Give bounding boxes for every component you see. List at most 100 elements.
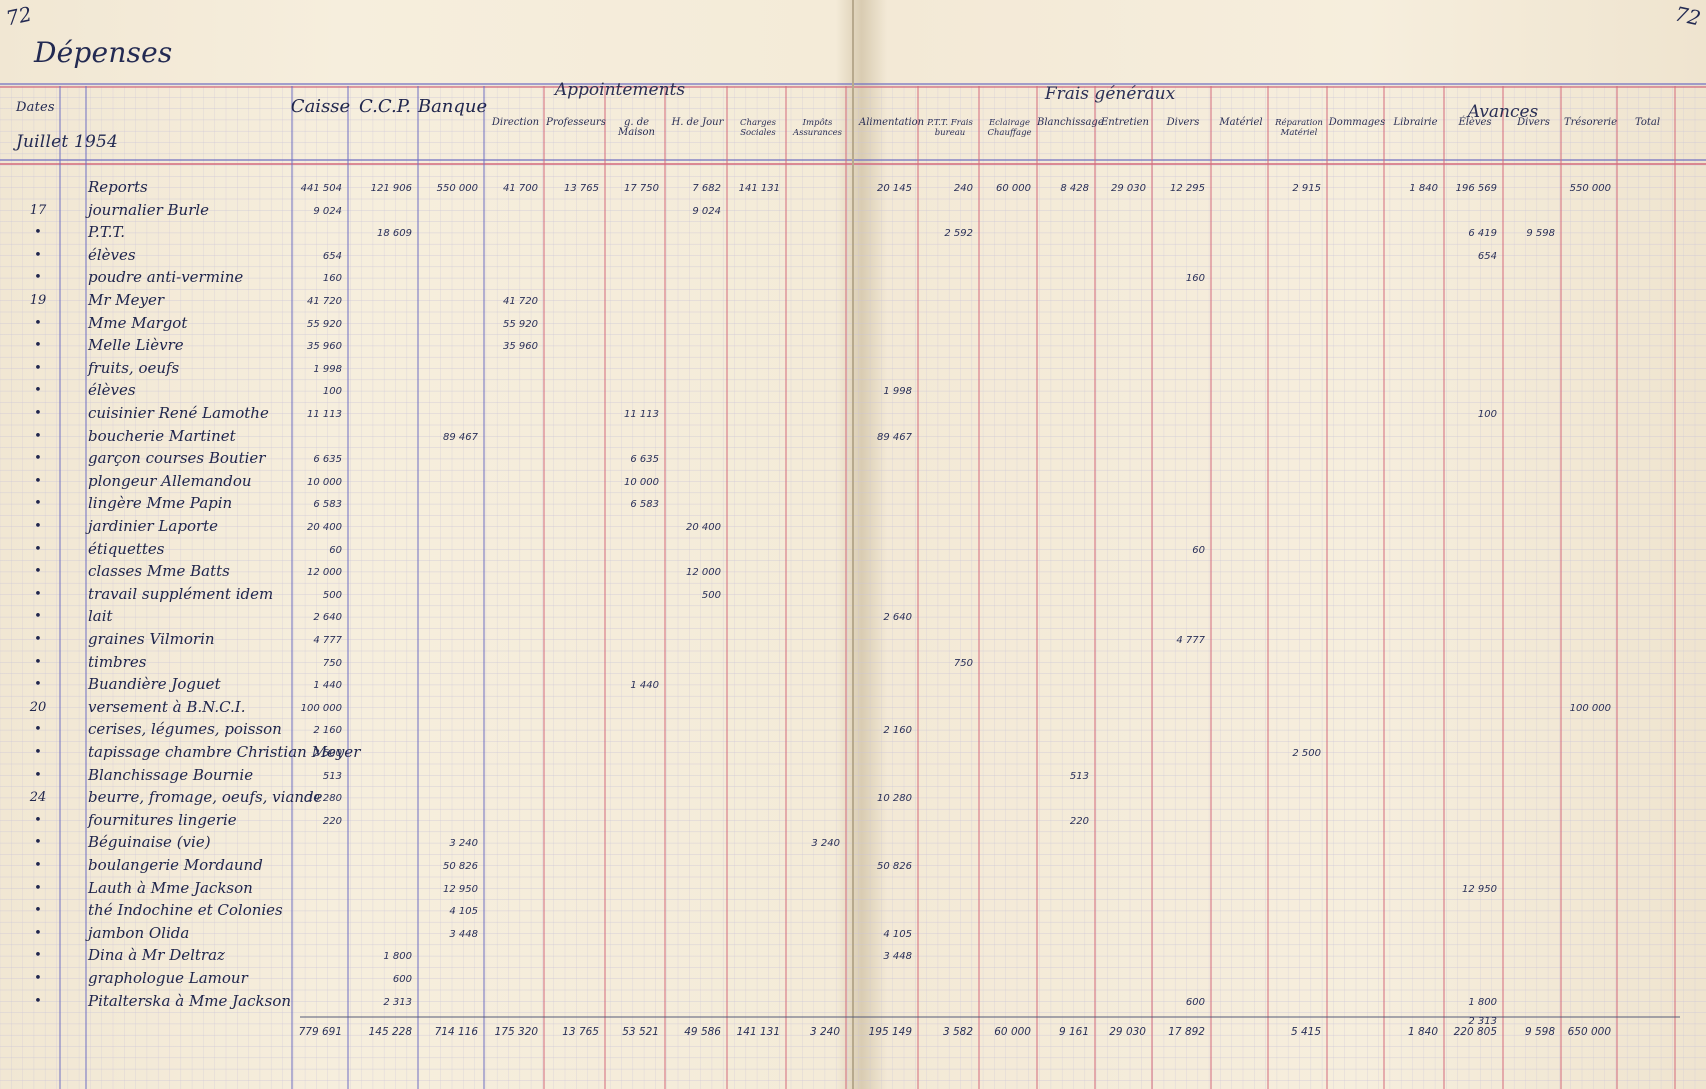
column-header-chauffage: Eclairage Chauffage [987,118,1032,138]
row-date: • [34,948,42,964]
cell-eleves: 6 419 [1468,228,1497,240]
group-header-avances: Avances [1467,102,1539,122]
row-date: • [34,270,42,286]
cell-caisse: 1 998 [313,363,342,375]
row-date: • [34,451,42,467]
row-date: • [34,586,42,602]
row-description: élèves [88,381,136,400]
row-date: • [34,722,42,738]
total-librairie: 1 840 [1407,1026,1438,1038]
total-entretien: 29 030 [1109,1026,1146,1038]
cell-banque: 12 950 [443,883,478,895]
cell-caisse: 55 920 [307,318,342,330]
cell-eleves: 12 950 [1462,883,1497,895]
page-number-right: 72 [1672,1,1704,31]
cell-caisse: 10 000 [307,476,342,488]
cell-caisse: 9 024 [313,205,342,217]
cell-banque: 550 000 [436,183,478,194]
row-date: • [34,496,42,512]
cell-gens_maison: 17 750 [624,183,659,194]
cell-blanchissage: 513 [1069,770,1089,782]
row-description: Dina à Mr Deltraz [88,946,225,965]
cell-banque: 89 467 [443,431,478,443]
cell-h_jour: 20 400 [686,522,721,533]
row-date: • [34,428,42,444]
column-header-ptt_bureau: P.T.T. Frais bureau [927,118,973,138]
cell-alimentation: 89 467 [877,431,912,443]
row-description: thé Indochine et Colonies [88,901,283,920]
row-description: cuisinier René Lamothe [88,404,269,422]
row-date: • [34,745,42,760]
total-eleves: 220 805 [1453,1026,1497,1038]
cell-caisse: 41 720 [307,296,342,307]
cell-divers: 60 [1192,544,1205,556]
cell-eleves: 2 313 [1468,1016,1497,1028]
row-description: classes Mme Batts [88,562,230,581]
month-label: Juillet 1954 [16,132,119,152]
cell-alimentation: 1 998 [883,386,912,398]
cell-caisse: 441 504 [300,183,342,194]
row-description: fruits, oeufs [88,358,180,377]
row-description: Melle Lièvre [88,336,184,355]
row-description: cerises, légumes, poisson [88,720,282,739]
row-date: • [34,880,42,896]
row-date: • [34,473,42,489]
cell-alimentation: 50 826 [877,861,912,872]
cell-blanchissage: 220 [1069,815,1089,827]
cell-caisse: 160 [322,273,342,285]
row-date: • [34,812,42,828]
row-description: versement à B.N.C.I. [88,697,246,716]
row-date: • [34,360,42,376]
column-header-total: Total [1634,117,1661,128]
total-tresorerie: 650 000 [1567,1026,1611,1038]
cell-alimentation: 20 145 [877,183,912,194]
cell-caisse: 11 113 [307,409,342,420]
column-header-librairie: Librairie [1393,117,1438,128]
row-date: 20 [29,699,47,715]
total-alimentation: 195 149 [868,1026,912,1038]
cell-gens_maison: 1 440 [630,680,659,692]
column-header-reparation: Réparation Matériel [1275,118,1323,138]
row-date: • [34,677,42,693]
cell-ptt_bureau: 240 [953,183,973,194]
cell-ptt_bureau: 2 592 [944,228,973,240]
row-description: poudre anti-vermine [88,268,244,287]
total-ccp: 145 228 [368,1026,412,1038]
row-date: 24 [29,790,47,806]
total-blanchissage: 9 161 [1058,1026,1089,1038]
column-header-avances_divers: Divers [1517,117,1550,128]
column-header-charges: Charges Sociales [740,118,776,138]
row-description: travail supplément idem [88,584,274,603]
cell-caisse: 10 280 [307,793,342,805]
row-date: • [34,971,42,986]
row-date: • [34,835,42,851]
cell-h_jour: 7 682 [692,183,721,194]
cell-caisse: 750 [322,657,342,669]
row-description: élèves [88,245,136,264]
row-description: Mme Margot [88,313,188,332]
cell-caisse: 2 500 [313,748,342,759]
total-banque: 714 116 [434,1026,478,1038]
cell-gens_maison: 6 635 [630,454,659,466]
row-description: Reports [88,178,148,196]
column-header-h_jour: H. de Jour [671,117,724,128]
cell-alimentation: 10 280 [877,793,912,805]
cell-caisse: 20 400 [307,522,342,533]
cell-impots: 3 240 [811,838,840,850]
row-description: boulangerie Mordaund [88,856,263,874]
total-direction: 175 320 [494,1026,538,1038]
row-description: jambon Olida [88,923,190,942]
row-description: Lauth à Mme Jackson [88,878,253,897]
cell-caisse: 220 [322,815,342,827]
row-date: • [34,564,42,580]
row-description: Blanchissage Bournie [88,765,254,784]
row-date: • [34,903,42,919]
row-description: boucherie Martinet [88,426,236,445]
column-header-banque: Banque [417,96,488,117]
row-description: beurre, fromage, oeufs, viande [88,788,323,807]
cell-divers: 160 [1185,273,1205,285]
cell-reparation: 2 915 [1292,183,1321,194]
cell-caisse: 513 [322,770,342,782]
